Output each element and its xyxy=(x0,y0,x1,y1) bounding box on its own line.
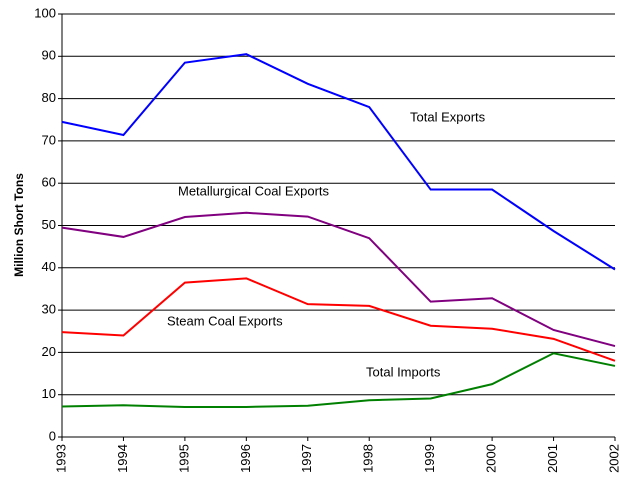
y-tick-label: 30 xyxy=(42,302,56,317)
series-label: Steam Coal Exports xyxy=(167,313,283,328)
series-line xyxy=(61,352,616,408)
x-tick-label: 2002 xyxy=(606,444,620,473)
x-tick-label: 2001 xyxy=(545,444,560,473)
y-tick-label: 80 xyxy=(42,90,56,105)
series-label: Total Imports xyxy=(366,364,441,379)
y-tick-label: 60 xyxy=(42,175,56,190)
x-tick-label: 1999 xyxy=(422,444,437,473)
x-tick-label: 1996 xyxy=(238,444,253,473)
series-line xyxy=(61,53,616,271)
y-tick-label: 50 xyxy=(42,217,56,232)
x-tick-label: 1995 xyxy=(176,444,191,473)
series-line xyxy=(61,211,616,348)
y-axis-label: Million Short Tons xyxy=(12,173,26,277)
y-tick-label: 70 xyxy=(42,132,56,147)
series-label: Metallurgical Coal Exports xyxy=(178,183,330,198)
x-tick-label: 1997 xyxy=(299,444,314,473)
x-tick-label: 1994 xyxy=(115,444,130,473)
y-tick-label: 20 xyxy=(42,344,56,359)
y-tick-label: 40 xyxy=(42,259,56,274)
y-tick-label: 0 xyxy=(49,428,56,443)
y-tick-label: 90 xyxy=(42,48,56,63)
x-tick-label: 2000 xyxy=(484,444,499,473)
x-tick-label: 1998 xyxy=(361,444,376,473)
series-line xyxy=(61,277,616,362)
y-tick-label: 100 xyxy=(34,5,56,20)
series-label: Total Exports xyxy=(410,109,486,124)
x-tick-label: 1993 xyxy=(53,444,68,473)
y-tick-label: 10 xyxy=(42,386,56,401)
